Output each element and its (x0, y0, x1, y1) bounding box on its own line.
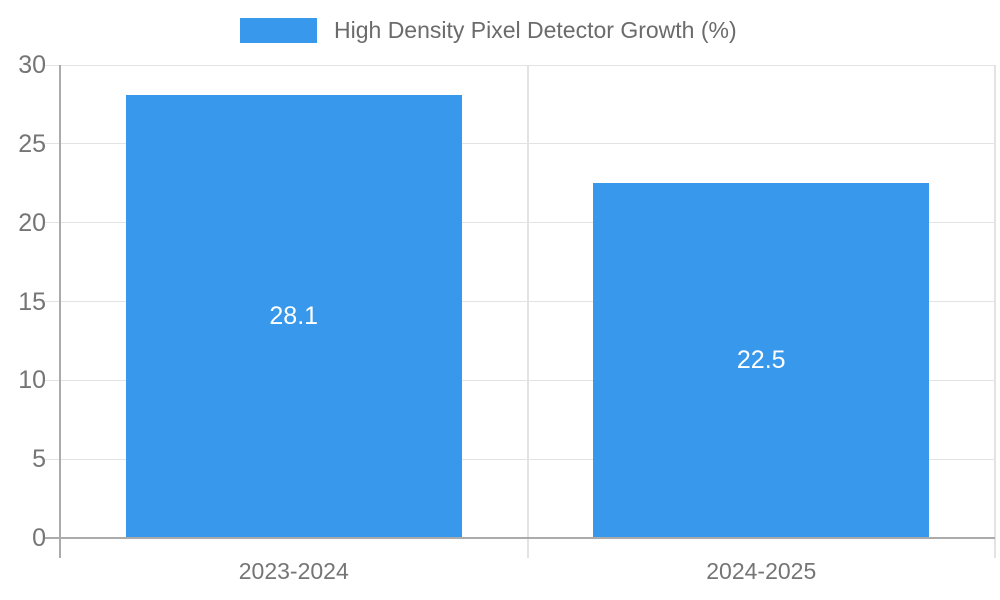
legend-item[interactable]: High Density Pixel Detector Growth (%) (240, 17, 737, 44)
plot-right-border (994, 65, 996, 558)
bar[interactable]: 22.5 (593, 183, 930, 538)
y-tick (45, 301, 60, 302)
x-axis-line (60, 537, 995, 539)
y-tick-label: 30 (18, 51, 46, 79)
y-tick (45, 143, 60, 145)
y-tick-label: 25 (18, 129, 46, 158)
bar-value-label: 22.5 (736, 346, 786, 375)
y-tick-label: 15 (18, 287, 46, 316)
y-tick-label: 0 (32, 524, 46, 552)
category-divider (526, 65, 529, 558)
x-tick-label: 2023-2024 (238, 558, 349, 584)
y-tick (45, 379, 60, 381)
y-tick-label: 20 (18, 208, 46, 237)
y-tick-label: 10 (18, 366, 46, 395)
legend-swatch (240, 18, 317, 43)
y-tick (45, 222, 60, 224)
legend-label: High Density Pixel Detector Growth (%) (334, 17, 737, 43)
y-tick-label: 5 (32, 445, 46, 474)
bar-value-label: 28.1 (269, 301, 319, 330)
x-tick-label: 2024-2025 (706, 558, 817, 584)
bar[interactable]: 28.1 (125, 94, 462, 538)
y-tick-zero (45, 537, 60, 539)
y-tick (45, 458, 60, 460)
y-axis-line (59, 65, 61, 558)
y-tick (45, 64, 60, 66)
